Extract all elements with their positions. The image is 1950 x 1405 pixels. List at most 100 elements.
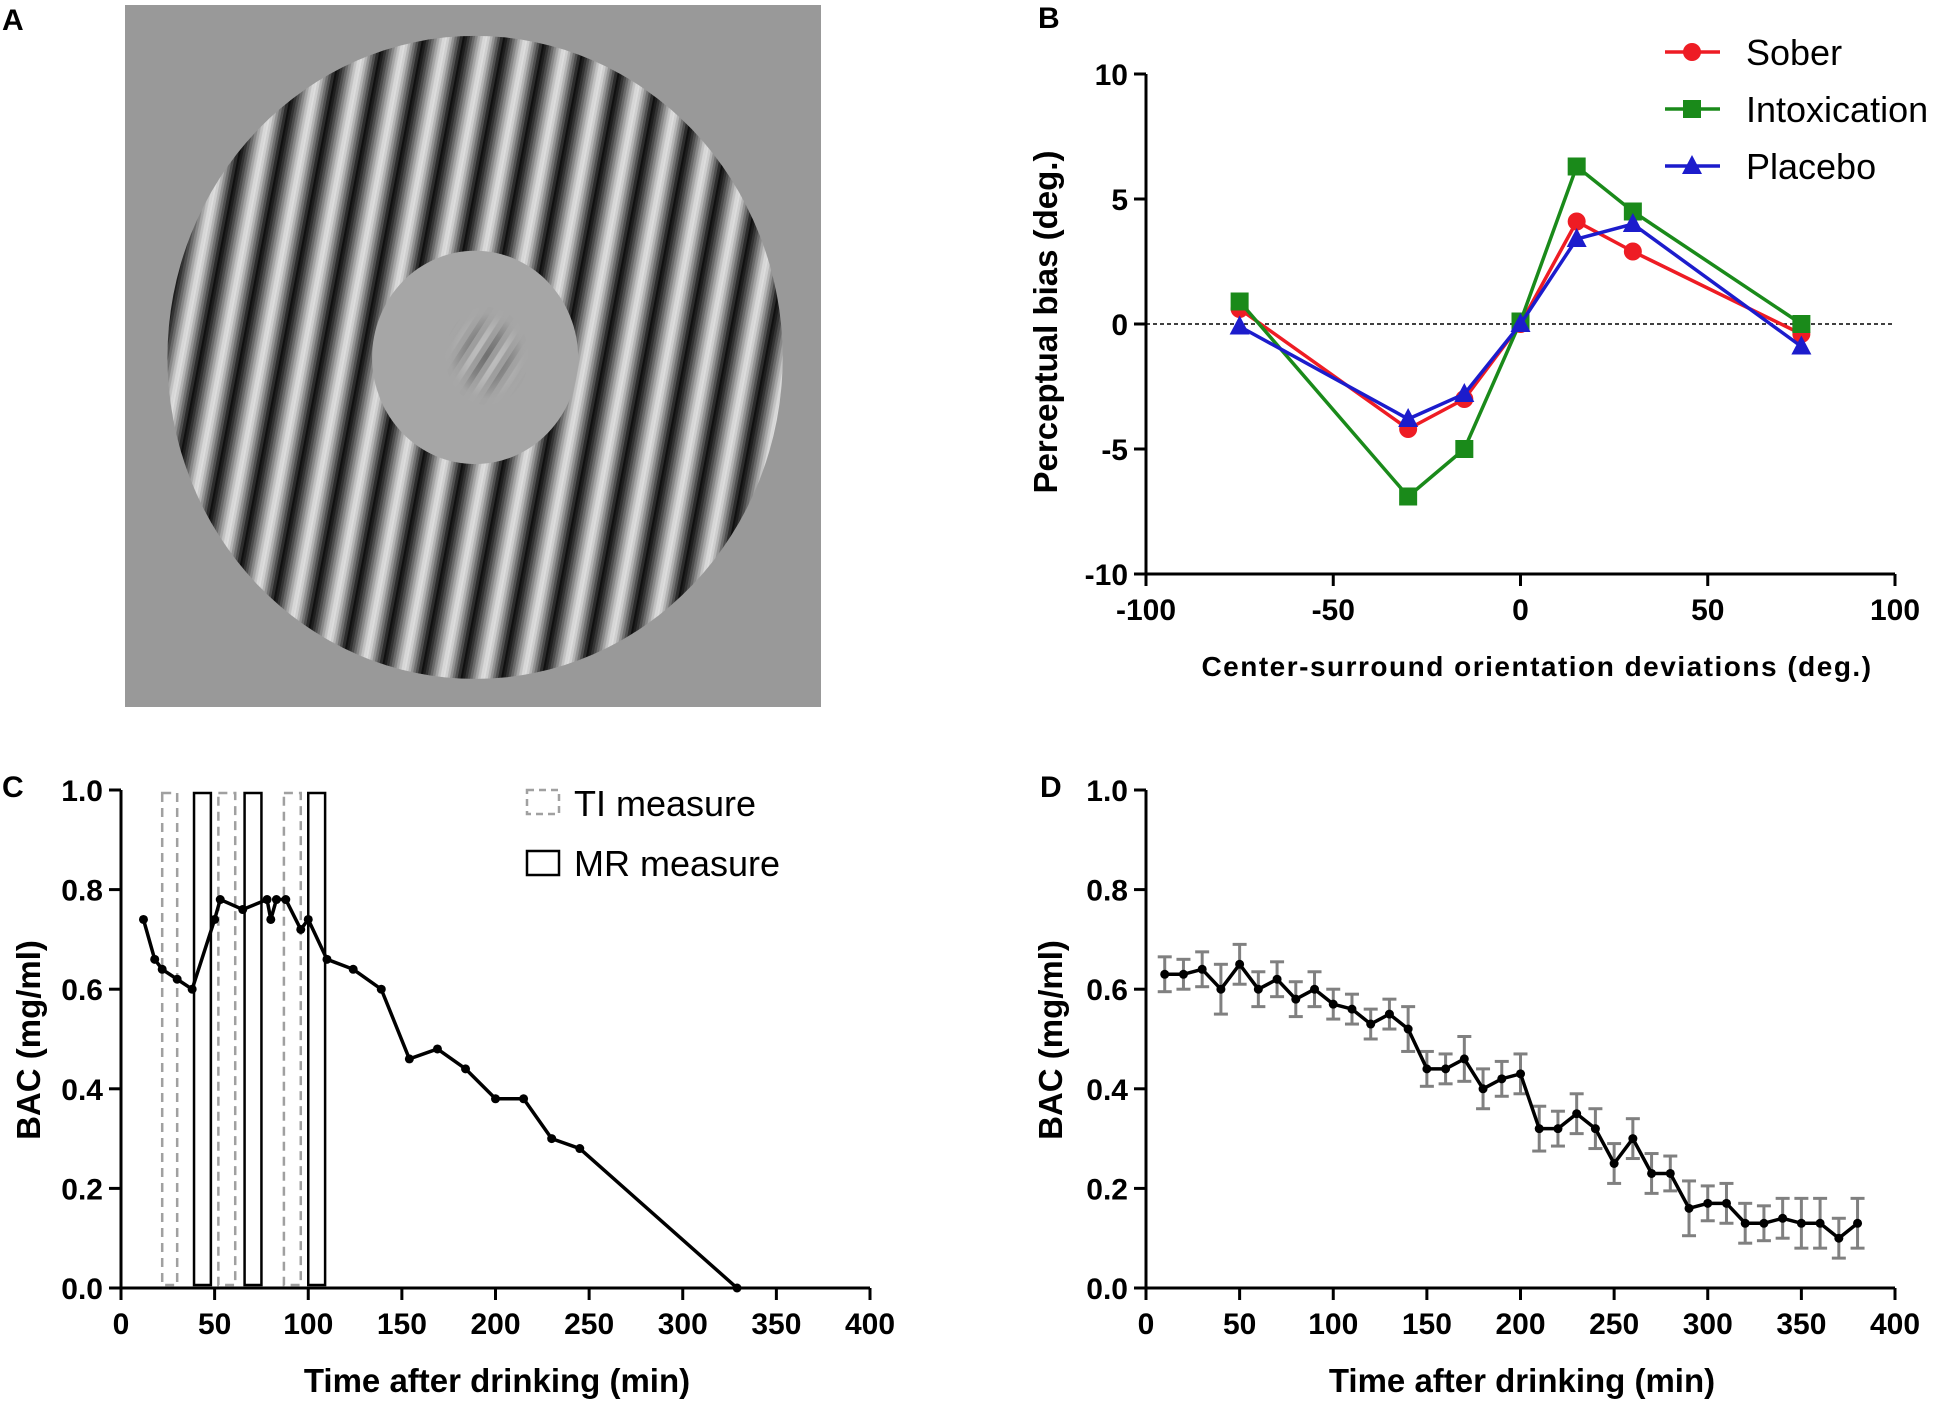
legend-label: MR measure: [574, 843, 780, 884]
y-tick-label: 0.6: [61, 974, 103, 1007]
panel-letter-c: C: [2, 771, 24, 804]
x-tick-label: 0: [1138, 1308, 1155, 1341]
data-point: [1328, 999, 1338, 1009]
legend-label: Placebo: [1746, 146, 1876, 187]
data-point: [732, 1283, 742, 1293]
data-point: [1455, 440, 1474, 458]
data-point: [1759, 1218, 1769, 1228]
legend-ti-swatch: [525, 788, 561, 816]
y-tick-label: 0.0: [1086, 1273, 1128, 1306]
y-tick-label: 1.0: [1086, 775, 1128, 808]
data-point: [1403, 1024, 1413, 1034]
data-point: [138, 914, 148, 924]
data-point: [210, 914, 220, 924]
data-point: [348, 964, 358, 974]
data-point: [262, 895, 272, 905]
data-point: [1834, 1233, 1844, 1243]
panel-a: A: [2, 4, 821, 707]
panel-d: D 0.0 0.2 0.4 0.6 0.8 1.0 0 50 100 150 200 250 300 35…: [1032, 771, 1920, 1399]
legend-mr-swatch: [525, 849, 561, 877]
x-tick-label: 0: [113, 1308, 130, 1341]
data-point: [461, 1064, 471, 1074]
data-point: [296, 924, 306, 934]
data-point: [238, 905, 248, 915]
data-point: [1623, 242, 1642, 261]
data-point: [1623, 202, 1642, 221]
data-point: [1253, 984, 1263, 994]
panel-letter-d: D: [1040, 771, 1062, 804]
data-point: [1422, 1064, 1432, 1074]
mr-measure-box: [307, 791, 327, 1287]
data-point: [1572, 1109, 1582, 1119]
data-point: [1791, 335, 1812, 355]
data-point: [1590, 1124, 1600, 1134]
error-bars: [1157, 942, 1865, 1260]
data-point: [1553, 1124, 1563, 1134]
x-tick-label: 250: [1589, 1308, 1639, 1341]
data-point: [1347, 1004, 1357, 1014]
legend-label: Intoxication: [1746, 89, 1928, 130]
legend: Sober Intoxication Placebo: [1665, 32, 1928, 187]
data-point: [376, 984, 386, 994]
x-tick-label: -100: [1116, 594, 1176, 627]
data-point: [271, 895, 281, 905]
x-tick-label: 400: [1870, 1308, 1920, 1341]
data-point: [1815, 1218, 1825, 1228]
y-tick-label: -10: [1085, 559, 1128, 592]
x-axis-title: Time after drinking (min): [1329, 1362, 1715, 1399]
x-tick-label: 350: [1776, 1308, 1826, 1341]
x-tick-label: 150: [377, 1308, 427, 1341]
data-point: [1567, 157, 1586, 176]
data-point: [1291, 994, 1301, 1004]
series-line: [1164, 961, 1859, 1241]
data-point: [1703, 1198, 1713, 1208]
data-point: [432, 1044, 442, 1054]
data-point: [1178, 969, 1188, 979]
panel-letter-b: B: [1038, 2, 1060, 35]
mr-measure-box: [243, 791, 263, 1287]
y-axis-title: BAC (mg/ml): [10, 940, 47, 1140]
y-axis-title: BAC (mg/ml): [1032, 940, 1069, 1140]
data-point: [322, 954, 332, 964]
data-point: [1235, 959, 1245, 969]
x-tick-label: 100: [1870, 594, 1920, 627]
data-point: [1721, 1198, 1731, 1208]
legend-marker: [1683, 43, 1701, 61]
data-point: [1272, 974, 1282, 984]
y-tick-label: 0: [1111, 309, 1128, 342]
data-point: [1366, 1019, 1376, 1029]
mr-measure-box: [192, 791, 213, 1287]
data-point: [1160, 969, 1170, 979]
data-point: [1796, 1218, 1806, 1228]
series-bac: [138, 895, 742, 1293]
data-point: [215, 895, 225, 905]
x-axis-title: Center-surround orientation deviations (…: [1201, 651, 1872, 682]
data-point: [281, 895, 291, 905]
data-point: [1229, 315, 1250, 335]
data-point: [303, 914, 313, 924]
x-tick-label: 400: [845, 1308, 895, 1341]
y-tick-label: -5: [1101, 434, 1128, 467]
ti-measure-box: [217, 791, 237, 1287]
data-point: [1740, 1218, 1750, 1228]
panel-letter-a: A: [2, 4, 24, 37]
data-point: [1792, 315, 1811, 333]
y-tick-label: 1.0: [61, 775, 103, 808]
x-tick-label: 0: [1512, 594, 1529, 627]
data-point: [404, 1054, 414, 1064]
y-axis-title: Perceptual bias (deg.): [1027, 151, 1064, 494]
data-point: [1459, 1054, 1469, 1064]
data-point: [491, 1094, 500, 1104]
data-point: [150, 954, 160, 964]
data-point: [1384, 1009, 1394, 1019]
y-tick-label: 0.8: [1086, 875, 1128, 908]
data-point: [1778, 1213, 1788, 1223]
data-point: [1398, 408, 1419, 427]
x-tick-label: 250: [564, 1308, 614, 1341]
x-tick-label: 50: [1223, 1308, 1256, 1341]
y-tick-label: 0.4: [61, 1074, 103, 1107]
chart-d: 0.0 0.2 0.4 0.6 0.8 1.0 0 50 100 150 200 250 300 350 4…: [1032, 775, 1920, 1399]
data-point: [1853, 1218, 1863, 1228]
